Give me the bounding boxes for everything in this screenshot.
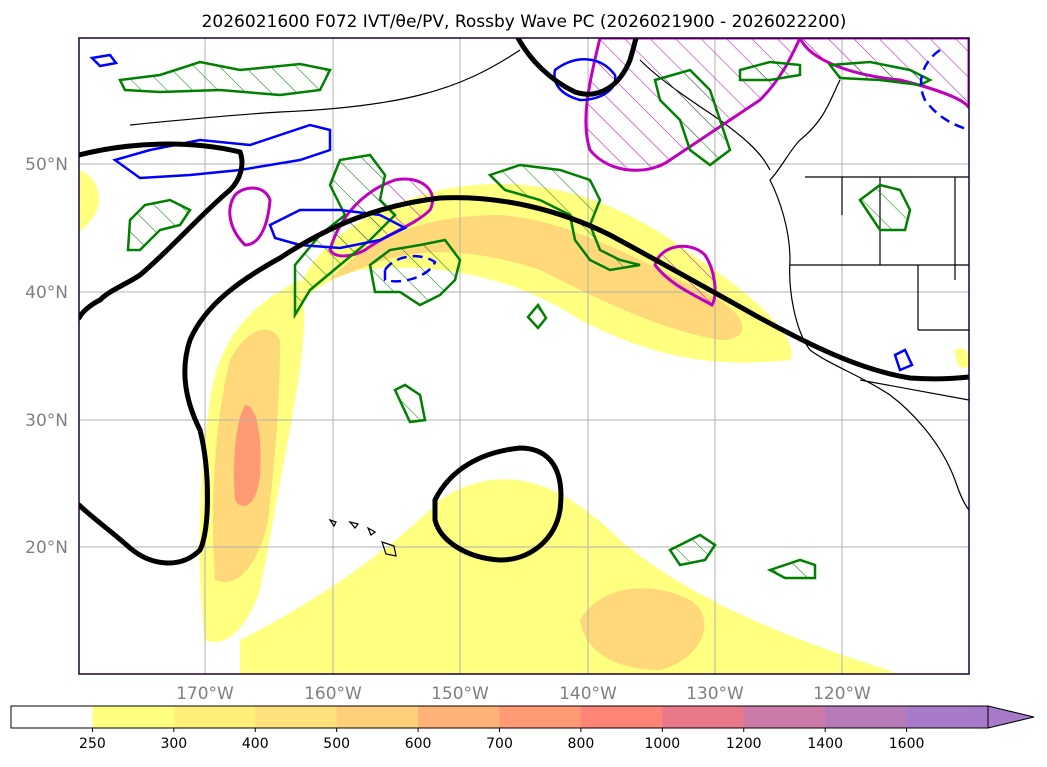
ivt-area-coast-spot <box>955 348 969 369</box>
colorbar-segment <box>92 706 175 728</box>
colorbar-segment <box>743 706 826 728</box>
theta-e-contour-islet <box>368 238 462 307</box>
blue-contour-dashed <box>383 254 437 283</box>
theta-e-contour-south <box>668 533 717 567</box>
pv-contour-dateline <box>228 186 272 247</box>
colorbar-tick-label: 1600 <box>889 736 925 752</box>
colorbar-tick-label: 500 <box>323 736 350 752</box>
colorbar-segments <box>11 706 989 728</box>
colorbar-extend-arrow <box>987 705 1035 729</box>
colorbar-tick-label: 1400 <box>807 736 843 752</box>
hawaii-islands <box>328 518 397 557</box>
latitude-labels: 50°N 40°N 30°N 20°N <box>25 155 68 558</box>
colorbar-tick-label: 400 <box>242 736 269 752</box>
lon-label-130w: 130°W <box>686 684 744 704</box>
ivt-area-south <box>240 479 900 674</box>
colorbar-segment <box>336 706 419 728</box>
colorbar-segment <box>662 706 745 728</box>
theta-e-contour-small-2 <box>393 383 427 424</box>
colorbar-segment <box>499 706 582 728</box>
lon-label-120w: 120°W <box>813 684 871 704</box>
rossby-wave-pc-contours <box>79 38 969 566</box>
colorbar-segment <box>11 706 93 728</box>
colorbar-tick-label: 700 <box>486 736 513 752</box>
colorbar-tick-label: 250 <box>79 736 106 752</box>
theta-e-contour-northeast <box>738 60 933 87</box>
theta-e-contour-south-2 <box>766 558 817 580</box>
lat-label-30n: 30°N <box>25 411 68 431</box>
rossby-contour-closed-low <box>432 445 564 563</box>
theta-e-contour-arc <box>487 163 641 272</box>
blue-contour-central <box>268 208 408 250</box>
map-frame <box>78 37 970 675</box>
map-panel: 50°N 40°N 30°N 20°N 170°W 160°W 150°W 14… <box>25 37 970 704</box>
colorbar-tick-label: 800 <box>568 736 595 752</box>
colorbar-tick-label: 1200 <box>726 736 762 752</box>
ivt-area-west-edge <box>79 170 100 232</box>
blue-contour-north-small <box>89 53 119 68</box>
theta-e-contour-west-coast <box>858 183 912 232</box>
lon-label-140w: 140°W <box>559 684 617 704</box>
colorbar-tick-label: 300 <box>160 736 187 752</box>
lon-label-150w: 150°W <box>431 684 489 704</box>
colorbar-segment <box>255 706 338 728</box>
blue-contours <box>89 48 969 372</box>
theta-e-contour-west <box>126 198 192 252</box>
blue-contour-northwest <box>112 123 332 180</box>
rossby-contour-north-trough <box>515 38 639 97</box>
north-america-coast <box>769 79 969 511</box>
blue-contour-northeast-dashed <box>919 48 969 132</box>
rossby-contour-west-loop <box>79 141 245 321</box>
map-title: 2026021600 F072 IVT/θe/PV, Rossby Wave P… <box>202 12 847 32</box>
colorbar-segment <box>906 706 989 728</box>
lon-label-160w: 160°W <box>304 684 362 704</box>
alaska-coast <box>129 49 521 126</box>
theta-e-contour-small-1 <box>526 302 548 330</box>
colorbar-tick-label: 600 <box>405 736 432 752</box>
colorbar-tick-label: 1000 <box>645 736 681 752</box>
rossby-contour-main-wave <box>79 195 969 566</box>
blue-contour-gulf <box>553 58 617 102</box>
colorbar-segment <box>580 706 663 728</box>
colorbar: 250 300 400 500 600 700 800 1000 1200 1400 1600 <box>10 705 1035 752</box>
coastlines <box>129 49 969 557</box>
blue-contour-coast-small <box>893 348 914 372</box>
colorbar-segment <box>825 706 908 728</box>
colorbar-segment <box>173 706 256 728</box>
theta-e-contour-north <box>118 60 332 97</box>
lat-label-20n: 20°N <box>25 538 68 558</box>
ivt-shading <box>79 170 969 674</box>
colorbar-segment <box>418 706 500 728</box>
ivt-area-south-core <box>580 588 705 670</box>
theta-e-contours <box>118 60 933 580</box>
colorbar-labels: 250 300 400 500 600 700 800 1000 1200 1400 1600 <box>79 728 924 752</box>
lat-label-50n: 50°N <box>25 155 68 175</box>
lat-label-40n: 40°N <box>25 283 68 303</box>
ivt-area-plume-max <box>234 405 261 506</box>
lon-label-170w: 170°W <box>176 684 234 704</box>
longitude-labels: 170°W 160°W 150°W 140°W 130°W 120°W <box>176 684 871 704</box>
theta-e-contour-bc <box>653 68 732 167</box>
